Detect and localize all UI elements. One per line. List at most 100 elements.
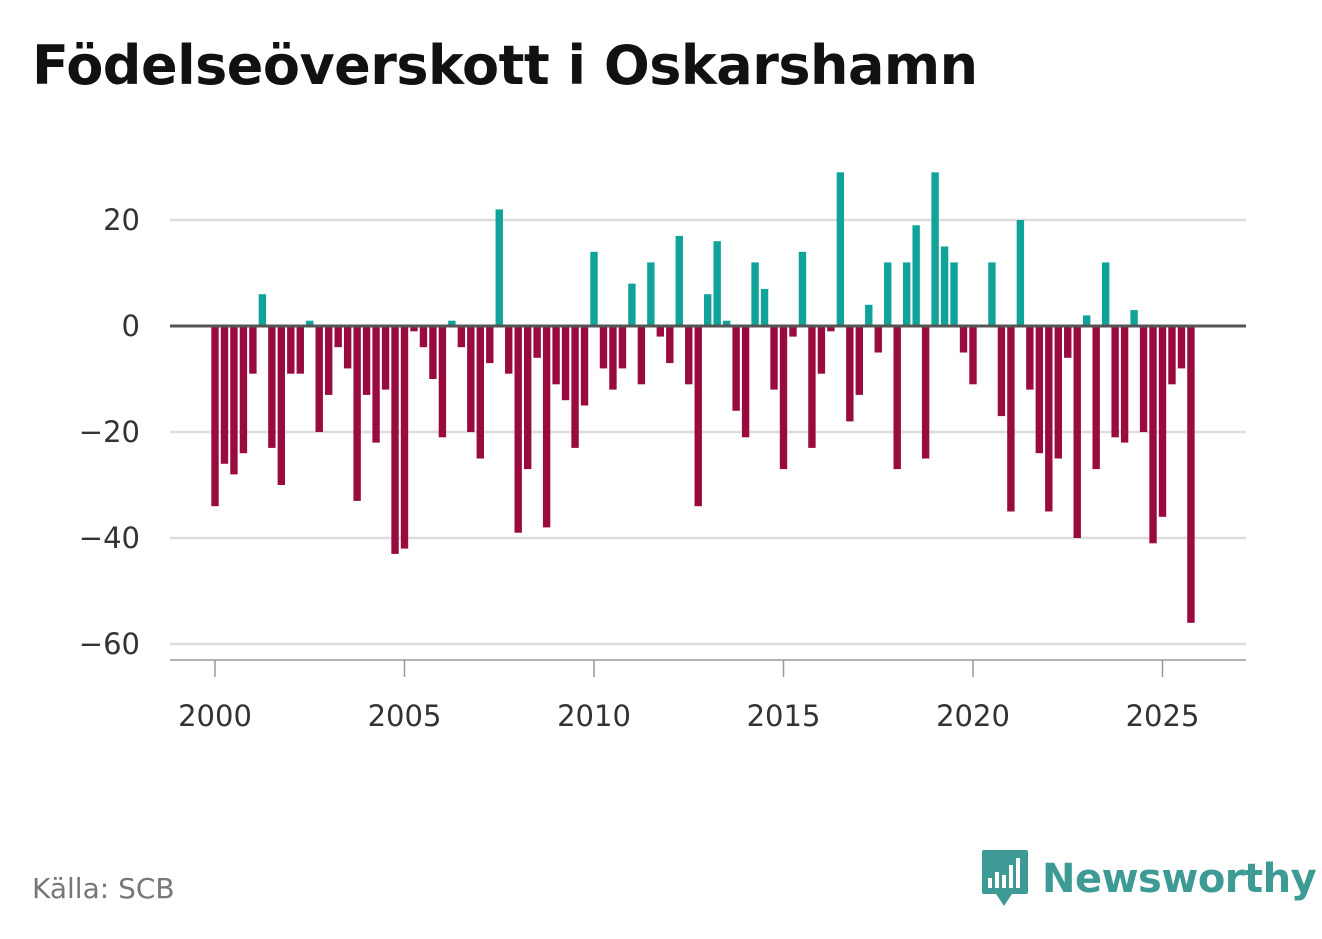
bar bbox=[457, 326, 466, 348]
bar bbox=[429, 326, 437, 379]
bar bbox=[760, 288, 769, 326]
bar bbox=[1130, 310, 1138, 326]
bar bbox=[959, 326, 968, 353]
bar bbox=[438, 326, 447, 438]
bar bbox=[495, 209, 503, 326]
bar bbox=[287, 326, 295, 374]
bar bbox=[296, 326, 304, 374]
brand-name: Newsworthy bbox=[1042, 856, 1317, 902]
bar bbox=[770, 326, 778, 390]
bar bbox=[523, 326, 532, 470]
bar bbox=[334, 326, 342, 348]
bar bbox=[1054, 326, 1062, 459]
x-tick-label: 2015 bbox=[747, 699, 821, 733]
bar bbox=[343, 326, 352, 369]
source-note: Källa: SCB bbox=[32, 872, 175, 905]
bar bbox=[988, 262, 996, 326]
bar bbox=[666, 326, 674, 364]
bar bbox=[258, 294, 267, 326]
bar bbox=[940, 246, 949, 326]
bar bbox=[315, 326, 323, 432]
bar bbox=[571, 326, 579, 448]
bar bbox=[884, 262, 892, 326]
bar bbox=[694, 326, 702, 507]
bars bbox=[211, 172, 1195, 623]
bar bbox=[912, 225, 920, 326]
bar bbox=[230, 326, 238, 475]
bar bbox=[1007, 326, 1015, 512]
bar bbox=[1016, 220, 1025, 326]
bar bbox=[552, 326, 560, 385]
bar bbox=[1026, 326, 1034, 390]
bar bbox=[798, 251, 807, 326]
bar bbox=[249, 326, 257, 374]
bar bbox=[865, 304, 873, 326]
bar bbox=[561, 326, 570, 401]
bar bbox=[1120, 326, 1129, 443]
bar bbox=[590, 251, 598, 326]
newsworthy-logo[interactable]: Newsworthy bbox=[980, 848, 1317, 910]
bar bbox=[419, 326, 428, 348]
y-tick-label: −20 bbox=[79, 415, 140, 449]
bar bbox=[656, 326, 665, 337]
bar bbox=[1149, 326, 1157, 544]
gridlines bbox=[170, 218, 1246, 646]
bar bbox=[779, 326, 788, 470]
bar bbox=[239, 326, 248, 454]
bar bbox=[704, 294, 712, 326]
x-tick-label: 2020 bbox=[936, 699, 1010, 733]
bar bbox=[618, 326, 627, 369]
bar bbox=[1111, 326, 1119, 438]
bar bbox=[211, 326, 219, 507]
bar bbox=[817, 326, 826, 374]
bar bbox=[874, 326, 882, 353]
bar bbox=[950, 262, 958, 326]
axes bbox=[170, 324, 1246, 677]
bar bbox=[628, 283, 636, 326]
newsworthy-logo-icon bbox=[982, 850, 1028, 906]
y-tick-label: −60 bbox=[79, 627, 140, 661]
bar bbox=[542, 326, 551, 528]
bar bbox=[836, 172, 845, 326]
bar bbox=[580, 326, 589, 406]
bar bbox=[846, 326, 854, 422]
bar bbox=[969, 326, 977, 385]
y-tick-label: −40 bbox=[79, 521, 140, 555]
bar bbox=[1101, 262, 1110, 326]
bar bbox=[827, 326, 835, 332]
bar bbox=[1187, 326, 1195, 623]
x-tick-label: 2025 bbox=[1126, 699, 1200, 733]
bar bbox=[1035, 326, 1044, 454]
bar bbox=[268, 326, 276, 448]
bar bbox=[855, 326, 863, 395]
bar bbox=[902, 262, 911, 326]
bar bbox=[277, 326, 286, 485]
bar bbox=[353, 326, 361, 501]
bar bbox=[1139, 326, 1148, 432]
bar bbox=[1045, 326, 1053, 512]
bar bbox=[921, 326, 930, 459]
tick-labels: 20 0 −20 −40 −60 2000 2005 2010 2015 2020 2025 bbox=[79, 203, 1200, 733]
bar bbox=[1092, 326, 1100, 470]
x-tick-label: 2010 bbox=[557, 699, 631, 733]
bar bbox=[1177, 326, 1186, 369]
bar bbox=[1158, 326, 1167, 517]
bar bbox=[893, 326, 901, 470]
bar bbox=[400, 326, 409, 549]
x-tick-label: 2005 bbox=[368, 699, 442, 733]
bar bbox=[722, 320, 731, 326]
bar bbox=[675, 235, 683, 326]
bar bbox=[808, 326, 816, 448]
x-tick-label: 2000 bbox=[178, 699, 252, 733]
bar bbox=[713, 241, 721, 326]
bar bbox=[362, 326, 371, 395]
bar bbox=[448, 320, 456, 326]
bar bbox=[325, 326, 333, 395]
bar bbox=[476, 326, 484, 459]
bar bbox=[647, 262, 655, 326]
bar bbox=[637, 326, 646, 385]
bar bbox=[410, 326, 418, 332]
bar bbox=[1073, 326, 1081, 538]
bar bbox=[467, 326, 475, 432]
